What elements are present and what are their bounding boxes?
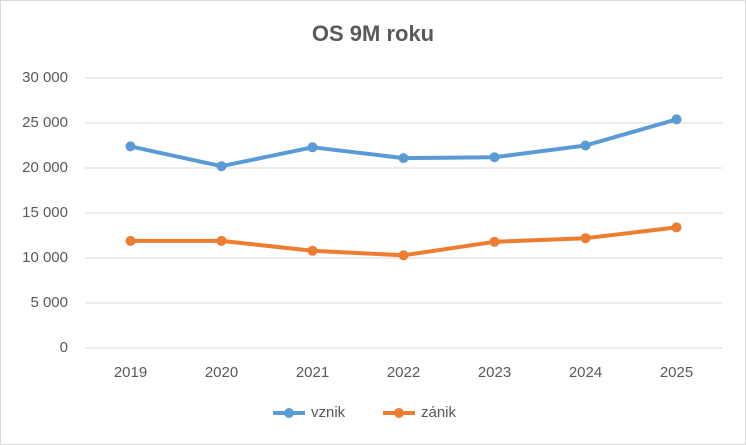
y-tick-label: 5 000 — [30, 294, 68, 311]
legend-label: zánik — [421, 404, 457, 421]
data-point — [398, 250, 409, 261]
y-tick-label: 0 — [60, 339, 68, 356]
data-point — [489, 152, 500, 163]
y-tick-label: 25 000 — [22, 114, 68, 131]
x-tick-label: 2023 — [478, 364, 511, 381]
x-tick-label: 2025 — [660, 364, 693, 381]
x-tick-label: 2021 — [296, 364, 329, 381]
y-tick-label: 30 000 — [22, 69, 68, 86]
data-point — [307, 142, 318, 153]
data-point — [216, 161, 227, 172]
y-tick-label: 10 000 — [22, 249, 68, 266]
data-point — [125, 235, 136, 246]
data-point — [307, 245, 318, 256]
data-point — [671, 114, 682, 125]
legend-label: vznik — [311, 404, 346, 421]
data-point — [398, 153, 409, 164]
y-tick-label: 20 000 — [22, 159, 68, 176]
data-point — [580, 140, 591, 151]
data-point — [671, 222, 682, 233]
y-tick-label: 15 000 — [22, 204, 68, 221]
legend-marker — [284, 408, 294, 418]
chart-title: OS 9M roku — [312, 21, 434, 46]
x-tick-label: 2019 — [114, 364, 147, 381]
data-point — [125, 141, 136, 152]
data-point — [489, 236, 500, 247]
data-point — [580, 233, 591, 244]
data-point — [216, 235, 227, 246]
legend-marker — [394, 408, 404, 418]
x-tick-label: 2022 — [387, 364, 420, 381]
x-tick-label: 2020 — [205, 364, 238, 381]
x-tick-label: 2024 — [569, 364, 602, 381]
